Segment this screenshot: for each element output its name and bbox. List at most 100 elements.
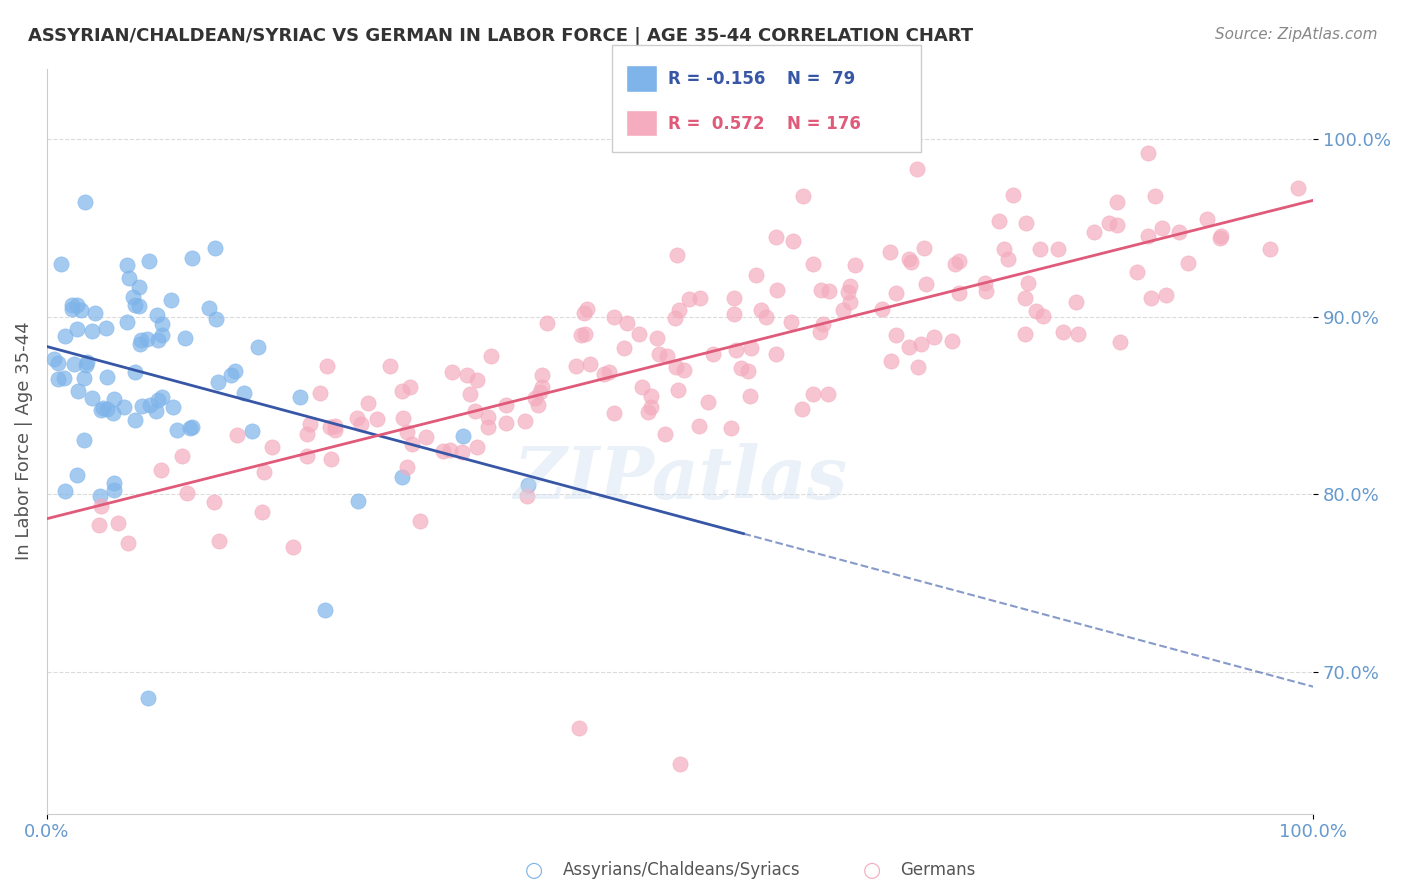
Point xyxy=(910,337,932,351)
Point xyxy=(697,395,720,409)
Point xyxy=(391,470,413,484)
Point xyxy=(517,478,540,492)
Point xyxy=(817,387,839,401)
Point xyxy=(1143,189,1166,203)
Point xyxy=(49,257,72,271)
Y-axis label: In Labor Force | Age 35-44: In Labor Force | Age 35-44 xyxy=(15,322,32,560)
Point xyxy=(516,489,538,503)
Point xyxy=(323,423,346,437)
Point xyxy=(912,241,935,255)
Point xyxy=(181,251,204,265)
Point xyxy=(1105,194,1128,209)
Point xyxy=(688,419,710,434)
Point xyxy=(391,384,413,399)
Point xyxy=(974,277,997,291)
Point xyxy=(948,253,970,268)
Point xyxy=(1137,229,1160,244)
Point xyxy=(1028,242,1050,256)
Point xyxy=(613,341,636,355)
Point xyxy=(1140,291,1163,305)
Point xyxy=(811,317,834,331)
Point xyxy=(124,365,146,379)
Point xyxy=(723,291,745,305)
Point xyxy=(150,391,173,405)
Point xyxy=(564,359,586,373)
Point xyxy=(60,298,83,312)
Point xyxy=(780,316,803,330)
Point xyxy=(616,316,638,330)
Point xyxy=(1098,216,1121,230)
Point xyxy=(1064,295,1087,310)
Point xyxy=(299,417,322,431)
Point xyxy=(1209,228,1232,243)
Point xyxy=(89,518,111,533)
Point xyxy=(129,333,152,347)
Point xyxy=(458,386,481,401)
Text: Germans: Germans xyxy=(900,861,976,879)
Point xyxy=(401,437,423,451)
Point xyxy=(897,340,920,354)
Point xyxy=(150,317,173,331)
Point xyxy=(1195,211,1218,226)
Point xyxy=(993,242,1015,256)
Point xyxy=(101,406,124,420)
Point xyxy=(172,449,194,463)
Point xyxy=(536,316,558,330)
Point xyxy=(96,401,118,416)
Point xyxy=(765,230,787,244)
Point xyxy=(166,423,188,437)
Point xyxy=(576,301,599,316)
Point xyxy=(1067,327,1090,342)
Text: Assyrians/Chaldeans/Syriacs: Assyrians/Chaldeans/Syriacs xyxy=(562,861,800,879)
Point xyxy=(1017,277,1039,291)
Point xyxy=(252,505,274,519)
Point xyxy=(730,361,752,376)
Point xyxy=(53,484,76,499)
Point xyxy=(253,465,276,479)
Point xyxy=(103,476,125,491)
Point xyxy=(198,301,221,316)
Text: N = 176: N = 176 xyxy=(787,115,862,133)
Point xyxy=(477,420,499,434)
Point xyxy=(568,722,591,736)
Point xyxy=(907,359,929,374)
Point xyxy=(702,347,724,361)
Point xyxy=(145,404,167,418)
Point xyxy=(603,407,626,421)
Point xyxy=(808,325,831,339)
Point xyxy=(90,499,112,513)
Point xyxy=(70,303,93,318)
Point xyxy=(295,427,318,442)
Point xyxy=(810,283,832,297)
Point xyxy=(179,421,201,435)
Point xyxy=(347,494,370,508)
Point xyxy=(173,331,195,345)
Point xyxy=(219,368,242,383)
Point xyxy=(1168,225,1191,239)
Point xyxy=(1052,326,1074,340)
Point xyxy=(884,286,907,301)
Point xyxy=(1156,288,1178,302)
Point xyxy=(838,294,860,309)
Text: ZIPatlas: ZIPatlas xyxy=(513,442,848,514)
Point xyxy=(160,293,183,308)
Point xyxy=(1177,256,1199,270)
Point xyxy=(678,292,700,306)
Point xyxy=(73,433,96,447)
Point xyxy=(319,419,342,434)
Point xyxy=(464,403,486,417)
Point xyxy=(879,244,901,259)
Point xyxy=(118,271,141,285)
Point xyxy=(75,358,97,372)
Point xyxy=(844,258,866,272)
Point xyxy=(495,398,517,412)
Point xyxy=(745,268,768,282)
Point xyxy=(1015,216,1038,230)
Point xyxy=(456,368,478,382)
Point xyxy=(346,410,368,425)
Point xyxy=(48,356,70,370)
Point xyxy=(654,427,676,442)
Point xyxy=(782,234,804,248)
Point xyxy=(879,354,901,368)
Point xyxy=(1209,231,1232,245)
